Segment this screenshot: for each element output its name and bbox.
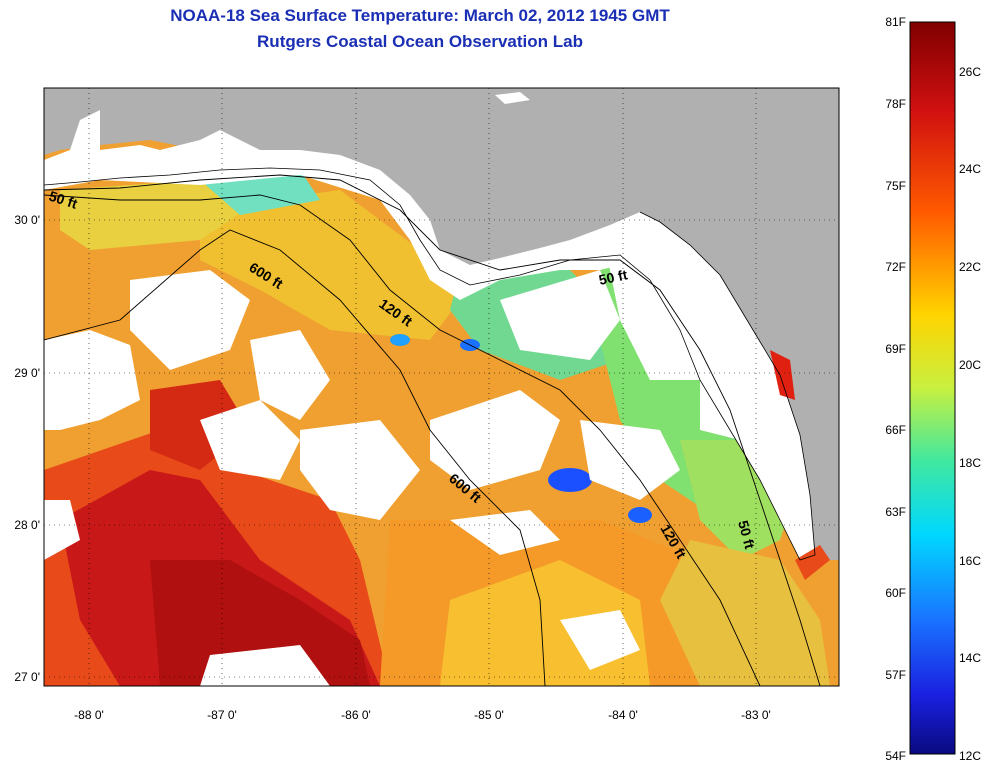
cb-c-20: 20C: [959, 358, 981, 372]
cb-c-12: 12C: [959, 749, 981, 763]
cb-c-26: 26C: [959, 65, 981, 79]
cb-f-60: 60F: [885, 586, 906, 600]
colorbar-celsius-labels: 26C 24C 22C 20C 18C 16C 14C 12C: [959, 65, 981, 763]
cb-f-63: 63F: [885, 505, 906, 519]
lat-tick-28: 28 0': [14, 518, 40, 532]
sst-map: [44, 88, 839, 686]
latitude-ticks: 30 0' 29 0' 28 0' 27 0': [14, 213, 40, 684]
cb-f-75: 75F: [885, 179, 906, 193]
isobath-50ft: [44, 174, 821, 686]
lon-tick-88: -88 0': [74, 708, 104, 722]
lat-tick-29: 29 0': [14, 366, 40, 380]
isobath-120ft: [44, 194, 761, 686]
cb-c-14: 14C: [959, 651, 981, 665]
title-line-2: Rutgers Coastal Ocean Observation Lab: [257, 32, 583, 51]
cb-c-16: 16C: [959, 554, 981, 568]
cb-c-18: 18C: [959, 456, 981, 470]
cb-f-72: 72F: [885, 260, 906, 274]
cb-f-66: 66F: [885, 423, 906, 437]
cb-f-81: 81F: [885, 15, 906, 29]
cb-c-24: 24C: [959, 162, 981, 176]
cb-c-22: 22C: [959, 260, 981, 274]
lon-tick-83: -83 0': [741, 708, 771, 722]
isobath-600ft: [44, 229, 546, 686]
lat-tick-30: 30 0': [14, 213, 40, 227]
contour-label-50ft-south: 50 ft: [735, 519, 758, 551]
colorbar-fahrenheit-labels: 81F 78F 75F 72F 69F 66F 63F 60F 57F 54F: [885, 15, 906, 763]
contour-label-50ft-north: 50 ft: [597, 266, 629, 288]
title-line-1: NOAA-18 Sea Surface Temperature: March 0…: [170, 6, 670, 25]
lon-tick-85: -85 0': [474, 708, 504, 722]
cb-f-57: 57F: [885, 668, 906, 682]
cb-f-54: 54F: [885, 749, 906, 763]
longitude-ticks: -88 0' -87 0' -86 0' -85 0' -84 0' -83 0…: [74, 708, 771, 722]
cb-f-78: 78F: [885, 97, 906, 111]
lon-tick-87: -87 0': [207, 708, 237, 722]
lon-tick-84: -84 0': [608, 708, 638, 722]
lon-tick-86: -86 0': [341, 708, 371, 722]
lat-tick-27: 27 0': [14, 670, 40, 684]
colorbar: [909, 21, 956, 755]
cb-f-69: 69F: [885, 342, 906, 356]
